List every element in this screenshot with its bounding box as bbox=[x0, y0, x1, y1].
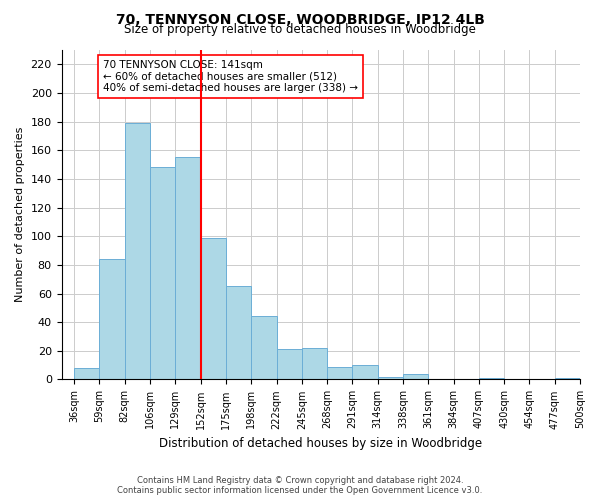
Bar bbox=[125, 123, 150, 380]
Bar bbox=[403, 374, 428, 380]
Bar bbox=[302, 348, 327, 380]
Text: Contains HM Land Registry data © Crown copyright and database right 2024.
Contai: Contains HM Land Registry data © Crown c… bbox=[118, 476, 482, 495]
X-axis label: Distribution of detached houses by size in Woodbridge: Distribution of detached houses by size … bbox=[159, 437, 482, 450]
Bar bbox=[479, 378, 504, 380]
Bar bbox=[327, 366, 352, 380]
Bar bbox=[251, 316, 277, 380]
Bar bbox=[200, 238, 226, 380]
Text: 70 TENNYSON CLOSE: 141sqm
← 60% of detached houses are smaller (512)
40% of semi: 70 TENNYSON CLOSE: 141sqm ← 60% of detac… bbox=[103, 60, 358, 93]
Bar bbox=[74, 368, 100, 380]
Y-axis label: Number of detached properties: Number of detached properties bbox=[15, 127, 25, 302]
Bar bbox=[226, 286, 251, 380]
Bar bbox=[175, 158, 200, 380]
Text: 70, TENNYSON CLOSE, WOODBRIDGE, IP12 4LB: 70, TENNYSON CLOSE, WOODBRIDGE, IP12 4LB bbox=[116, 12, 484, 26]
Bar bbox=[150, 168, 175, 380]
Bar bbox=[277, 350, 302, 380]
Bar bbox=[555, 378, 580, 380]
Bar bbox=[352, 365, 377, 380]
Bar bbox=[377, 376, 403, 380]
Bar bbox=[100, 259, 125, 380]
Text: Size of property relative to detached houses in Woodbridge: Size of property relative to detached ho… bbox=[124, 22, 476, 36]
